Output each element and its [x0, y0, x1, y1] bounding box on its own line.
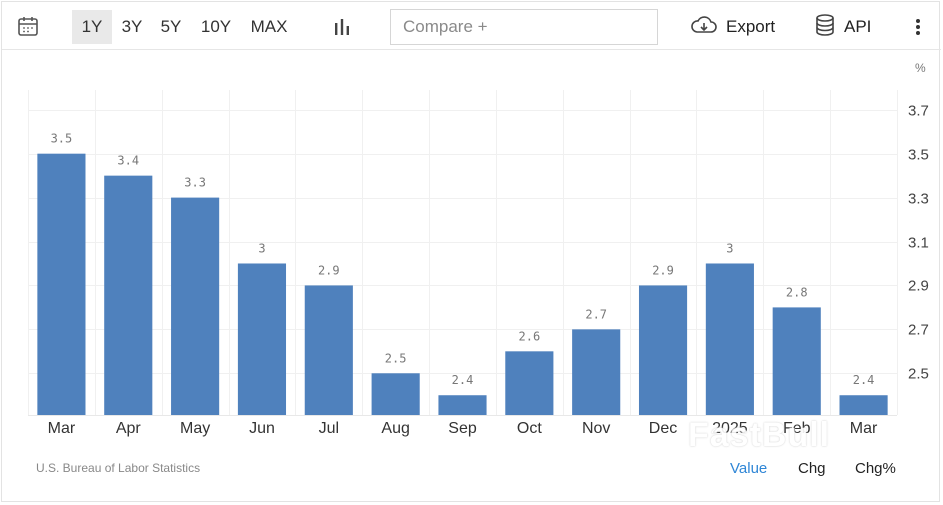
bar — [839, 395, 888, 415]
y-tick-label: 3.7 — [908, 103, 929, 120]
x-tick-label: Jul — [319, 420, 339, 437]
data-label: 2.7 — [585, 307, 607, 321]
data-label: 2.4 — [452, 373, 474, 387]
data-label: 3 — [726, 241, 733, 255]
export-button[interactable]: Export — [690, 14, 775, 40]
x-tick-label: Nov — [582, 420, 610, 437]
bar — [772, 307, 821, 415]
x-tick-label: Mar — [48, 420, 76, 437]
bar — [572, 329, 621, 415]
data-label: 3 — [258, 241, 265, 255]
cloud-download-icon — [690, 14, 726, 41]
x-tick-label: Feb — [783, 420, 811, 437]
data-label: 3.5 — [51, 132, 73, 146]
x-tick-label: May — [180, 420, 210, 437]
mode-value[interactable]: Value — [730, 460, 768, 477]
x-tick-label: 2025 — [712, 420, 748, 437]
bar — [371, 373, 420, 415]
x-tick-label: Aug — [381, 420, 409, 437]
bar-chart-icon[interactable] — [330, 15, 354, 39]
more-vertical-icon[interactable] — [908, 15, 928, 39]
y-tick-label: 2.5 — [908, 366, 929, 383]
bar — [705, 263, 754, 415]
y-tick-label: 3.3 — [908, 191, 929, 208]
api-button[interactable]: API — [814, 13, 872, 42]
data-label: 2.4 — [853, 373, 875, 387]
y-tick-label: 3.1 — [908, 235, 929, 252]
x-tick-label: Jun — [249, 420, 275, 437]
bar — [37, 153, 86, 415]
y-tick-label: 2.7 — [908, 322, 929, 339]
range-10y[interactable]: 10Y — [200, 17, 232, 36]
range-3y[interactable]: 3Y — [121, 17, 143, 36]
x-tick-label: Dec — [649, 420, 677, 437]
bar — [171, 197, 220, 415]
mode-chg[interactable]: Chg — [798, 460, 826, 477]
data-label: 3.4 — [117, 154, 139, 168]
bar — [237, 263, 287, 415]
api-label: API — [844, 17, 872, 36]
bar — [638, 285, 688, 415]
y-tick-label: 3.5 — [908, 147, 929, 164]
data-label: 2.5 — [385, 351, 407, 365]
source-label: U.S. Bureau of Labor Statistics — [36, 461, 201, 475]
x-tick-label: Apr — [116, 420, 142, 437]
range-1y[interactable]: 1Y — [72, 10, 112, 44]
x-tick-label: Sep — [448, 420, 477, 437]
bar — [104, 175, 153, 415]
database-icon — [814, 13, 844, 42]
data-label: 2.9 — [652, 263, 674, 277]
export-label: Export — [726, 17, 776, 36]
range-5y[interactable]: 5Y — [160, 17, 182, 36]
data-label: 3.3 — [184, 176, 206, 190]
x-tick-label: Mar — [850, 420, 878, 437]
calendar-icon[interactable] — [14, 12, 42, 40]
toolbar: 1Y 3Y 5Y 10Y MAX Export — [2, 2, 941, 50]
bar — [438, 395, 487, 415]
bar — [304, 285, 353, 415]
watermark-logo: FastBull — [688, 416, 831, 454]
data-label: 2.8 — [786, 285, 808, 299]
compare-input[interactable] — [390, 9, 658, 45]
range-max[interactable]: MAX — [250, 17, 288, 36]
y-tick-label: 2.9 — [908, 278, 929, 295]
data-label: 2.6 — [519, 329, 541, 343]
mode-chg-percent[interactable]: Chg% — [855, 460, 896, 477]
x-tick-label: Oct — [517, 420, 542, 437]
y-unit-label: % — [915, 61, 926, 75]
bar — [505, 351, 554, 415]
data-label: 2.9 — [318, 263, 340, 277]
